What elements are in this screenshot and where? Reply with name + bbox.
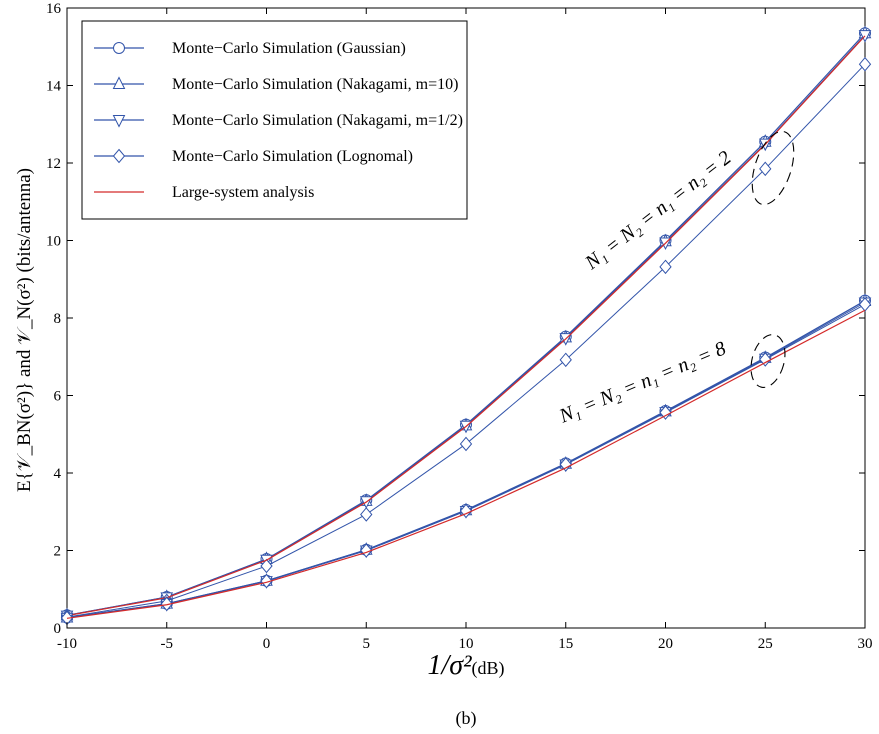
group-ellipse-upper [751,130,795,206]
data-point-diamond [858,56,872,72]
data-point-diamond [260,558,273,574]
x-tick-label: 20 [658,636,673,652]
legend-marker-circle [113,42,125,54]
series-line-upper-analysis [66,35,866,617]
axes: -10 -5 0 5 10 15 20 25 30 0 2 4 6 8 10 12 14 16 1/σ²(dB) E{… [14,1,873,729]
series-line-lower-analysis [66,309,866,619]
y-tick-label: 14 [46,79,62,95]
legend-label: Monte−Carlo Simulation (Nakagami, m=10) [172,76,458,93]
legend-label: Monte−Carlo Simulation (Gaussian) [172,40,406,57]
data-point-diamond [858,297,872,312]
x-tick-label: -5 [161,636,174,652]
data-point-diamond [559,457,572,472]
x-tick-label: 25 [758,636,773,652]
caption: (b) [456,708,477,729]
data-point-diamond [759,352,772,367]
data-point-diamond [559,352,572,368]
data-point-diamond [659,405,672,420]
y-tick-label: 6 [54,389,62,405]
legend-label: Monte−Carlo Simulation (Lognomal) [172,148,413,165]
y-tick-label: 2 [54,544,62,560]
legend-label: Large-system analysis [172,184,314,201]
y-tick-label: 8 [54,311,62,327]
legend-marker-diamond [112,148,126,164]
data-point-diamond [360,507,373,522]
y-axis-label: E{𝒱_BN(σ²)} and 𝒱_N(σ²) (bits/antenna) [14,168,35,492]
y-tick-label: 12 [46,156,61,172]
y-tick-label: 4 [54,466,62,482]
data-point-diamond [160,596,173,612]
x-tick-label: 5 [363,636,371,652]
data-point-diamond [260,573,273,589]
legend-label: Monte−Carlo Simulation (Nakagami, m=1/2) [172,112,463,129]
x-axis-label-main: 1/σ² [428,650,473,681]
data-point-diamond [759,161,772,177]
legend-marker-triangle-up [112,76,126,89]
y-tick-label: 10 [46,234,61,250]
data-point-diamond [459,436,473,452]
legend-box [81,20,468,220]
x-tick-label: 0 [263,636,271,652]
x-tick-label: 15 [558,636,573,652]
x-tick-label: -10 [57,636,77,652]
legend: Monte−Carlo Simulation (Gaussian) Monte−C… [81,20,468,220]
y-tick-label: 0 [54,621,62,637]
y-tick-label: 16 [46,1,62,17]
group-ellipse-lower [750,334,786,388]
data-point-diamond [659,259,672,275]
x-axis-label-unit: (dB) [471,658,504,679]
series-marks [60,25,872,626]
x-tick-label: 30 [858,636,873,652]
legend-marker-triangle-down [112,115,126,128]
x-tick-label: 10 [459,636,474,652]
x-axis-label: 1/σ²(dB) [428,650,505,681]
